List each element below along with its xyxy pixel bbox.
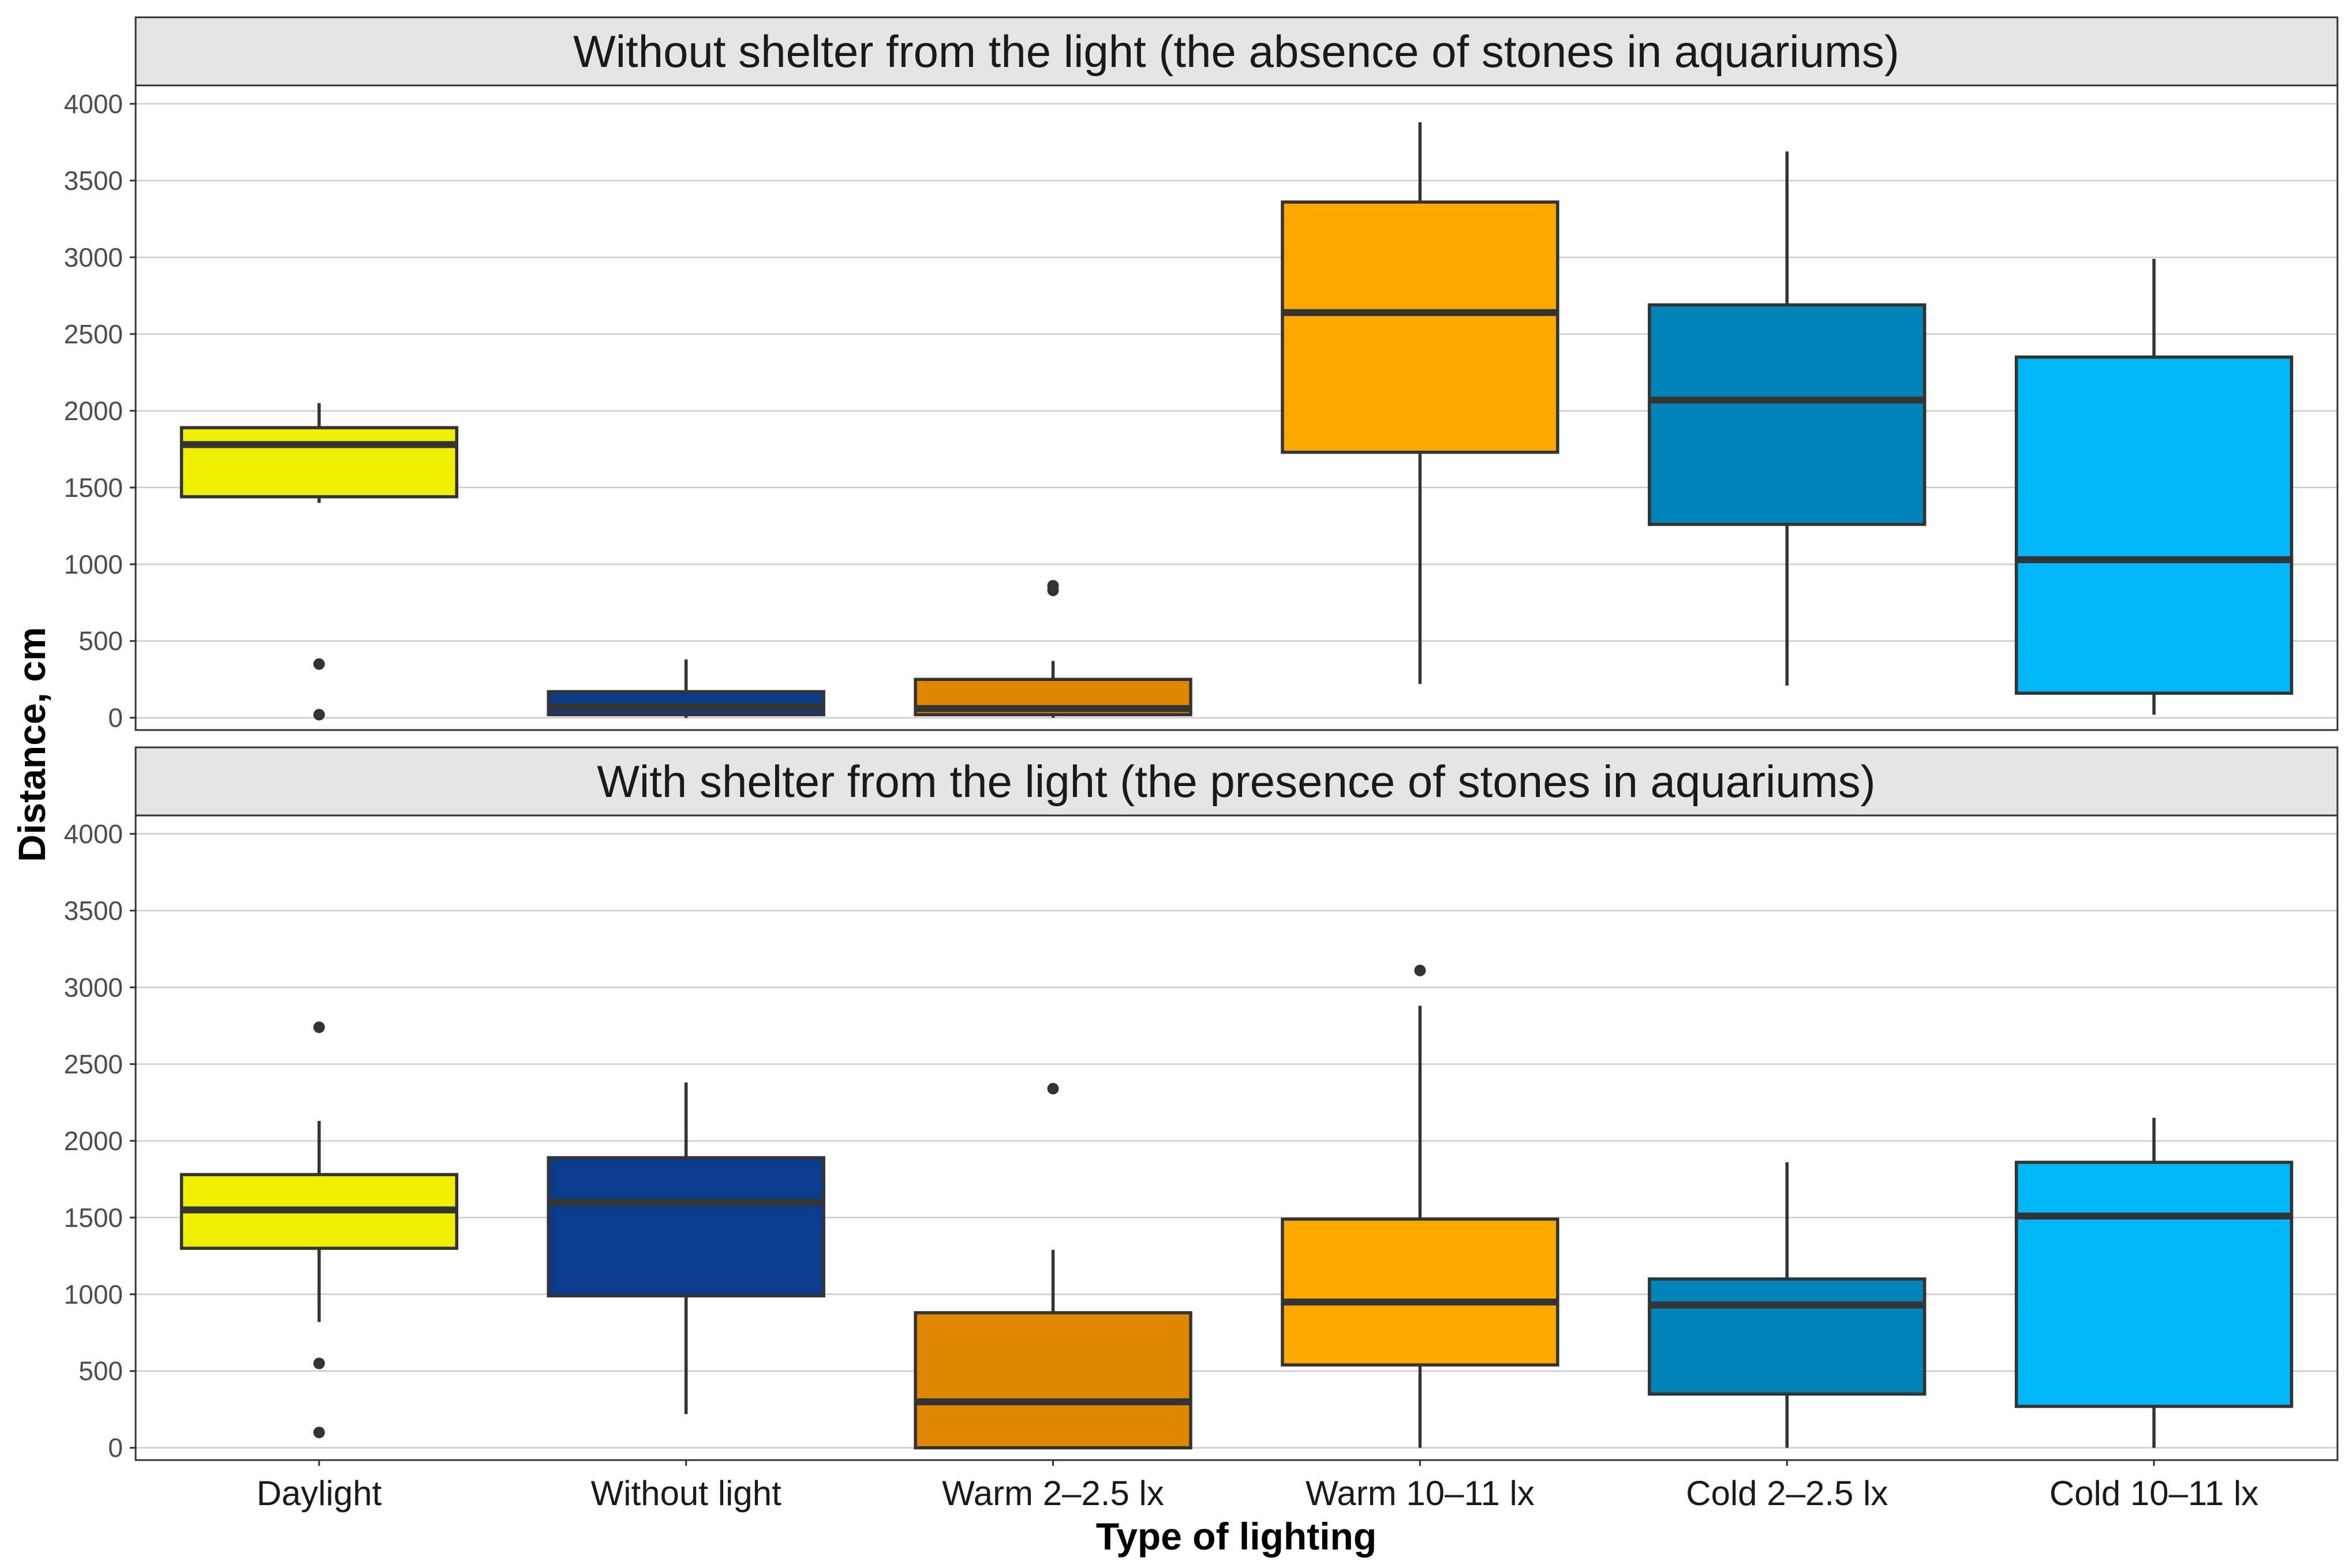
- outlier-point: [1047, 1083, 1059, 1095]
- y-tick-label: 3500: [64, 896, 123, 926]
- box-4: [1648, 1162, 1927, 1448]
- panel-border: [134, 814, 2339, 1461]
- box-1: [547, 1082, 825, 1414]
- x-tick-label: Warm 10–11 lx: [1306, 1474, 1535, 1513]
- box-series: [179, 122, 2294, 721]
- y-tick-label: 2500: [64, 319, 123, 349]
- box-2: [914, 1083, 1192, 1450]
- box-iqr: [1281, 200, 1559, 454]
- box-5: [2014, 259, 2294, 715]
- box-4: [1648, 151, 1927, 686]
- x-tick-label: Warm 2–2.5 lx: [942, 1474, 1164, 1513]
- box-iqr: [547, 690, 825, 717]
- box-iqr: [914, 1311, 1192, 1450]
- box-0: [179, 1021, 459, 1439]
- box-0: [179, 403, 459, 721]
- outlier-point: [313, 658, 325, 670]
- box-5: [2014, 1117, 2294, 1448]
- y-tick-label: 2500: [64, 1049, 123, 1079]
- box-iqr: [1281, 1217, 1559, 1367]
- outlier-point: [313, 1021, 325, 1034]
- x-tick-label: Without light: [591, 1474, 781, 1513]
- y-tick-label: 1000: [64, 549, 123, 579]
- y-tick-label: 3000: [64, 972, 123, 1002]
- panel-title: With shelter from the light (the presenc…: [597, 756, 1875, 807]
- outlier-point: [313, 1357, 325, 1369]
- y-tick-label: 4000: [64, 819, 123, 849]
- panel-strip: [134, 746, 2339, 817]
- box-iqr: [179, 426, 459, 499]
- panel-strip: [134, 16, 2339, 87]
- outlier-point: [313, 1427, 325, 1439]
- outlier-point: [313, 709, 325, 721]
- y-tick-label: 2000: [64, 396, 123, 426]
- y-tick-label: 2000: [64, 1126, 123, 1156]
- y-tick-label: 1500: [64, 473, 123, 503]
- x-tick-label: Cold 2–2.5 lx: [1686, 1474, 1888, 1513]
- y-tick-label: 500: [78, 626, 123, 656]
- outlier-point: [1047, 580, 1059, 592]
- y-tick-label: 3000: [64, 242, 123, 272]
- y-axis-ticks: 0 500 1000 1500 2000 2500 3000 3500 4000: [64, 89, 136, 733]
- box-2: [914, 580, 1192, 718]
- box-iqr: [547, 1156, 825, 1298]
- y-tick-label: 0: [108, 1433, 123, 1463]
- y-tick-label: 1500: [64, 1203, 123, 1233]
- y-tick-label: 500: [78, 1356, 123, 1386]
- box-iqr: [2014, 355, 2294, 695]
- box-1: [547, 659, 825, 718]
- outlier-point: [1414, 964, 1426, 976]
- y-axis-title: Distance, cm: [10, 627, 53, 862]
- panel-border: [134, 84, 2339, 731]
- box-iqr: [1648, 303, 1927, 526]
- box-3: [1281, 964, 1559, 1448]
- box-3: [1281, 122, 1559, 684]
- panel-title: Without shelter from the light (the abse…: [573, 26, 1899, 77]
- x-axis-title: Type of lighting: [1096, 1515, 1377, 1558]
- box-series: [179, 964, 2294, 1450]
- y-tick-label: 3500: [64, 166, 123, 196]
- y-axis-ticks: 0 500 1000 1500 2000 2500 3000 3500 4000: [64, 819, 136, 1463]
- box-iqr: [2014, 1161, 2294, 1408]
- panel-with-shelter: With shelter from the light (the presenc…: [64, 746, 2339, 1463]
- x-axis-ticks: Daylight Without light Warm 2–2.5 lx Warm 1…: [257, 1460, 2258, 1513]
- y-tick-label: 0: [108, 703, 123, 733]
- gridlines: [136, 833, 2337, 1449]
- x-tick-label: Cold 10–11 lx: [2049, 1474, 2258, 1513]
- panel-without-shelter: Without shelter from the light (the abse…: [64, 16, 2339, 733]
- y-tick-label: 4000: [64, 89, 123, 119]
- y-tick-label: 1000: [64, 1279, 123, 1309]
- gridlines: [136, 103, 2337, 718]
- x-tick-label: Daylight: [257, 1474, 382, 1513]
- box-iqr: [1648, 1277, 1927, 1396]
